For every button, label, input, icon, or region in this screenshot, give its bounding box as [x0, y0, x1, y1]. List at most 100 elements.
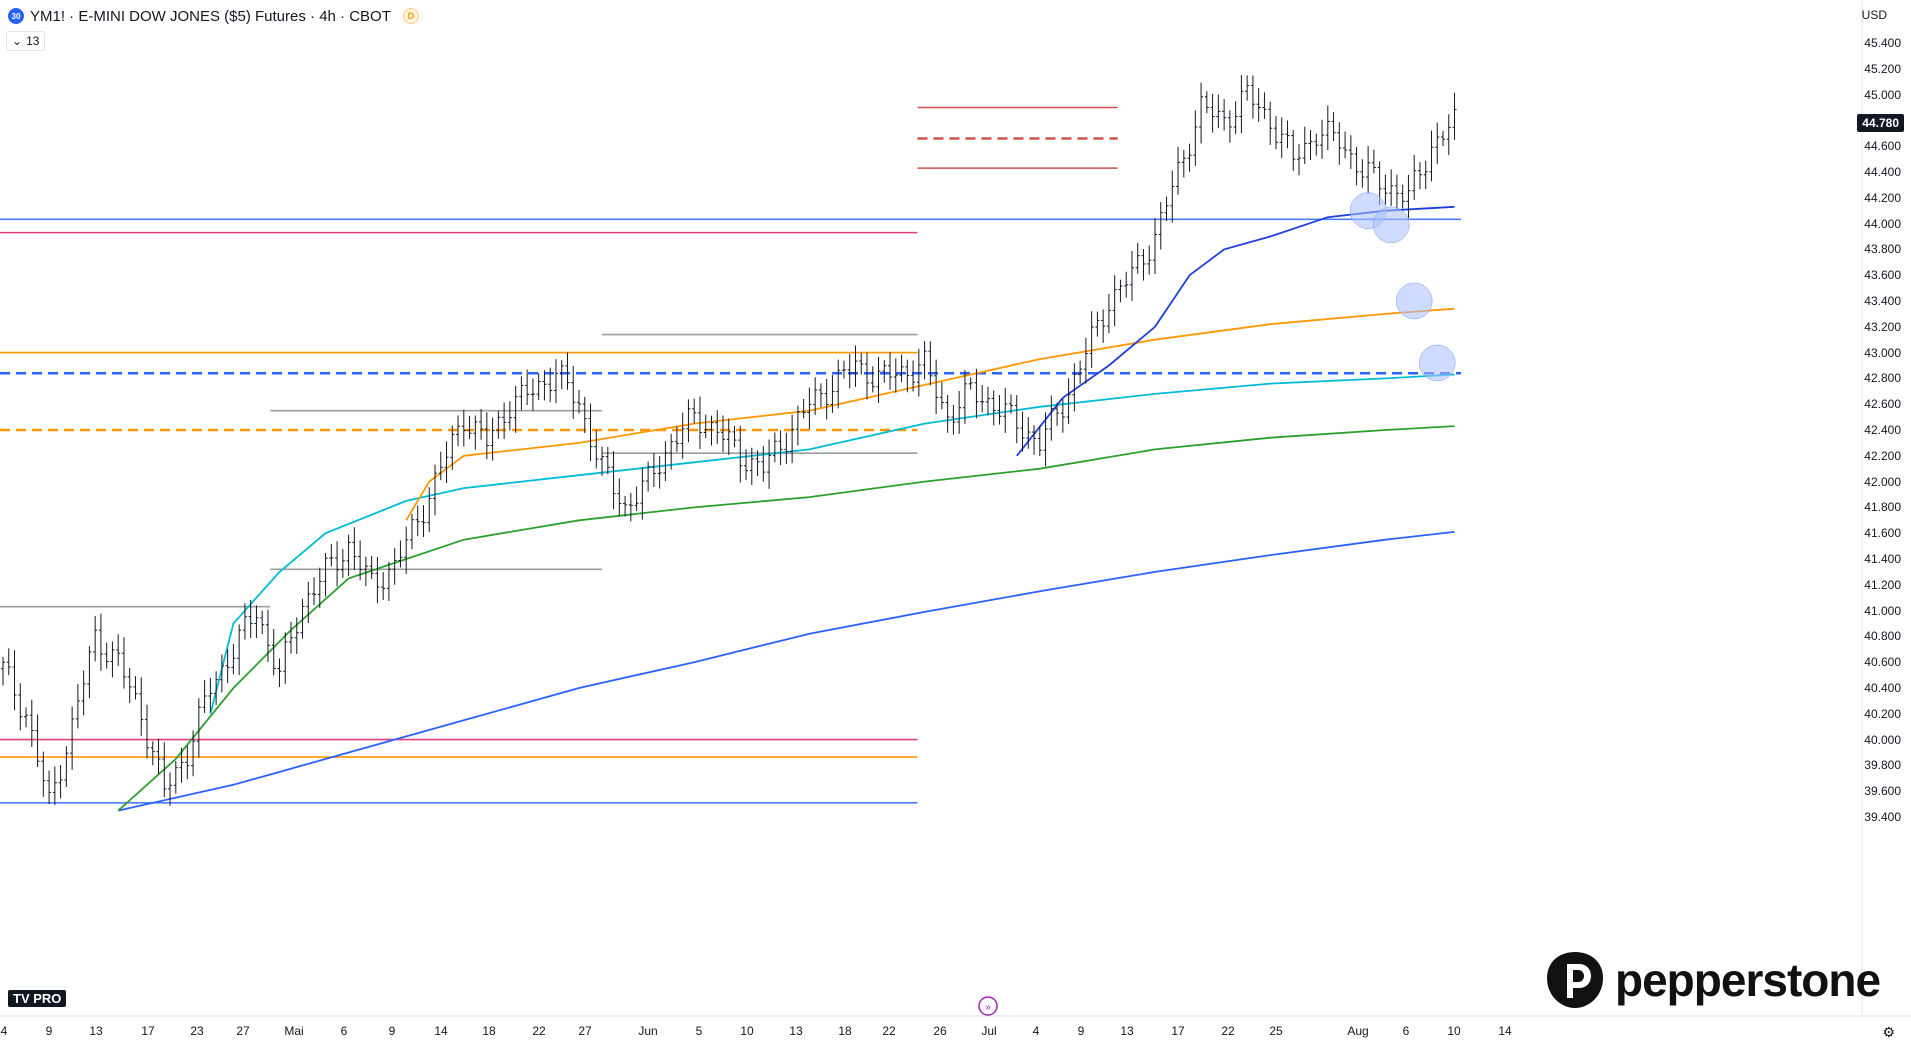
tradingview-logo[interactable]: TV PRO: [8, 990, 67, 1007]
symbol-badge[interactable]: 30: [8, 8, 24, 24]
replay-icon[interactable]: [978, 996, 998, 1016]
price-bar: [375, 556, 380, 604]
time-tick-label: 10: [740, 1024, 754, 1038]
price-bar: [859, 352, 864, 375]
price-bar: [1141, 248, 1146, 281]
price-bar: [1204, 91, 1209, 114]
price-bar: [1, 657, 5, 686]
price-bar: [1389, 169, 1394, 206]
price-bar: [928, 341, 933, 386]
price-bar: [1308, 130, 1313, 160]
price-bar: [93, 615, 98, 662]
price-tick-label: 42.200: [1864, 448, 1901, 463]
price-bar: [1412, 154, 1417, 201]
price-bar: [1331, 112, 1336, 142]
moving-averages: [117, 205, 1455, 812]
price-bar: [271, 629, 276, 676]
price-bar: [634, 486, 639, 512]
price-bar: [358, 540, 363, 581]
price-bar: [306, 581, 311, 623]
price-tick-label: 45.000: [1864, 87, 1901, 102]
price-bar: [260, 610, 265, 635]
price-bar: [697, 396, 702, 449]
price-bar: [1423, 160, 1428, 190]
price-bar: [381, 572, 386, 601]
price-bar: [1181, 150, 1186, 178]
price-bar: [1049, 395, 1054, 441]
price-bar: [47, 770, 52, 805]
price-bar: [1009, 394, 1013, 414]
price-bar: [208, 677, 213, 713]
price-bar: [795, 405, 800, 446]
price-bar: [225, 649, 230, 684]
price-bar: [179, 747, 184, 783]
price-bar: [623, 495, 628, 517]
price-bar: [427, 487, 432, 533]
price-bar: [1227, 110, 1232, 143]
price-bar: [116, 634, 121, 666]
price-bar: [1014, 395, 1019, 444]
currency-selector[interactable]: USD: [1861, 8, 1887, 22]
price-bar: [29, 699, 34, 748]
price-bar: [340, 548, 345, 578]
price-bar: [242, 603, 247, 640]
pepperstone-mark-icon: [1547, 952, 1603, 1008]
price-bar: [1239, 75, 1244, 134]
price-bar: [317, 567, 322, 609]
price-tick-label: 41.000: [1864, 603, 1901, 618]
price-bar: [1095, 311, 1100, 337]
time-tick-label: 6: [1402, 1024, 1410, 1038]
price-bar: [761, 446, 766, 482]
price-bar: [772, 432, 777, 463]
price-tick-label: 41.400: [1864, 552, 1901, 566]
time-tick-label: 18: [482, 1024, 496, 1038]
price-bar: [329, 544, 334, 567]
price-bars: [1, 75, 1457, 806]
price-bar: [1187, 143, 1192, 172]
price-bar: [1354, 147, 1359, 186]
price-bar: [231, 644, 236, 675]
price-bar: [1273, 116, 1278, 150]
price-bar: [254, 605, 259, 638]
indicator-collapse-button[interactable]: ⌄ 13: [6, 31, 46, 51]
price-tick-label: 43.800: [1864, 242, 1901, 257]
price-bar: [490, 417, 495, 461]
price-tick-label: 44.000: [1864, 216, 1901, 231]
price-bar: [473, 415, 478, 450]
projection-marker-2: [1395, 282, 1433, 320]
price-bar: [778, 430, 783, 466]
price-bar: [628, 492, 633, 522]
price-bar: [1245, 75, 1250, 101]
price-bar: [836, 359, 841, 409]
time-tick-label: 23: [190, 1024, 204, 1038]
symbol-title[interactable]: YM1! · E-MINI DOW JONES ($5) Futures · 4…: [30, 7, 391, 25]
price-bar: [1118, 279, 1123, 303]
price-bar: [70, 706, 75, 770]
price-bar: [721, 415, 725, 452]
price-bar: [150, 741, 155, 766]
settings-gear-icon[interactable]: ⚙: [1882, 1024, 1895, 1040]
price-bar: [127, 667, 132, 704]
price-tick-label: 40.000: [1864, 732, 1901, 747]
price-bar: [1020, 411, 1025, 452]
price-bar: [617, 478, 622, 517]
price-tick-label: 41.600: [1864, 526, 1901, 541]
price-bar: [847, 353, 852, 389]
price-bar: [185, 745, 190, 780]
price-bar: [571, 365, 576, 419]
price-tick-label: 40.200: [1864, 706, 1901, 721]
price-bar: [582, 396, 587, 434]
ma-line-2: [209, 373, 1455, 715]
price-bar: [1032, 425, 1037, 455]
price-bar: [1348, 135, 1353, 170]
price-bar: [709, 415, 714, 446]
price-bar: [409, 513, 414, 550]
price-bar: [934, 359, 939, 415]
price-bar: [519, 376, 524, 411]
price-bar: [790, 414, 795, 464]
price-bar: [767, 439, 772, 489]
price-tick-label: 40.600: [1864, 655, 1901, 670]
price-bar: [715, 410, 720, 444]
price-bar: [1343, 131, 1348, 159]
